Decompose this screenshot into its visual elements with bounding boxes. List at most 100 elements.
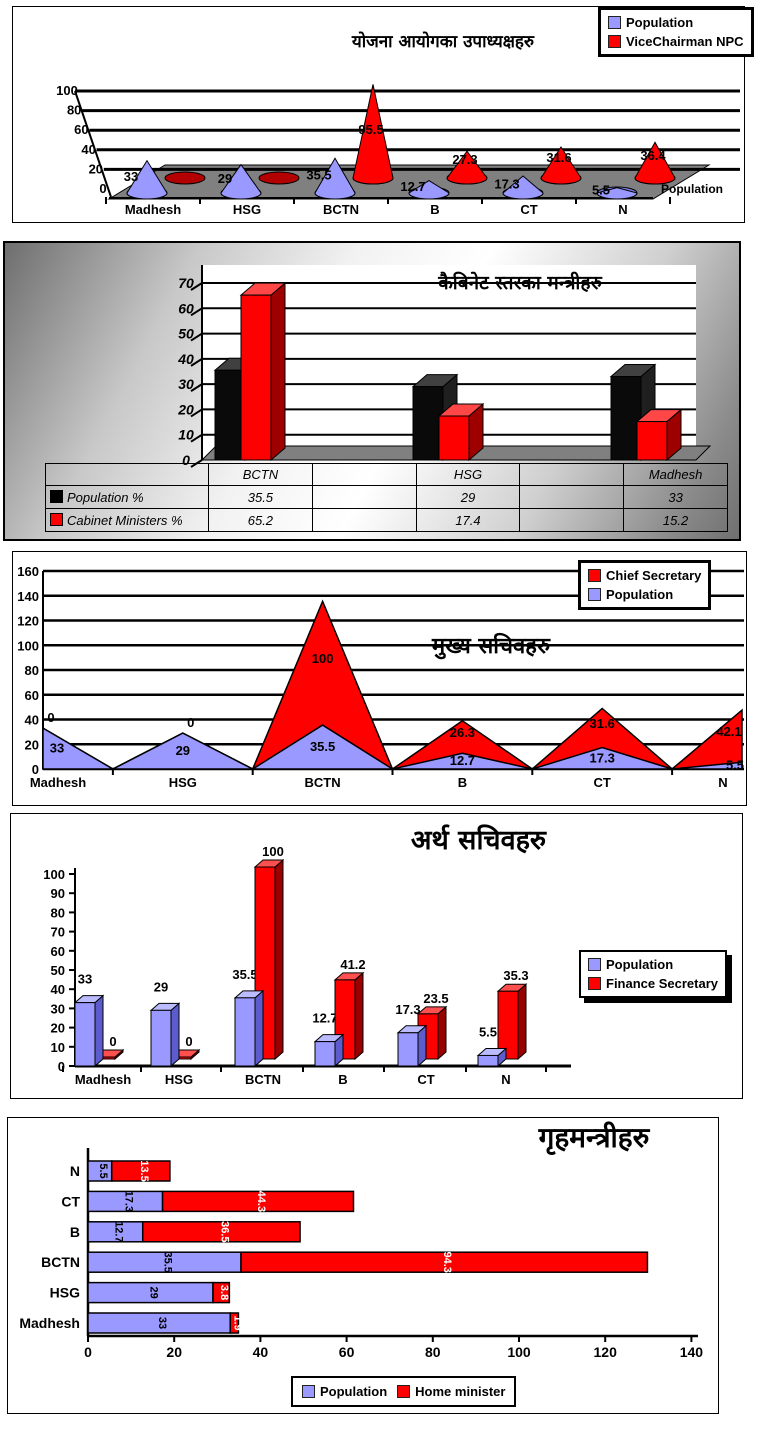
svg-text:41.2: 41.2 [340,957,365,972]
svg-text:31.6: 31.6 [546,150,571,165]
legend-key [50,489,63,503]
chart-chief-secretary: Madhesh HSG BCTN B CT N 0 20 40 60 80 100 120 140 160 3… [12,551,747,806]
svg-text:140: 140 [17,589,39,604]
svg-text:13.5: 13.5 [138,1160,150,1181]
svg-text:5.5: 5.5 [97,1163,109,1178]
y-axis-labels: 0 20 40 60 80 100 120 140 160 [17,564,39,777]
svg-text:33: 33 [50,741,64,756]
svg-text:20: 20 [166,1344,182,1360]
svg-text:12.7: 12.7 [312,1011,337,1026]
legend-item: Population [588,585,701,604]
chief-secretary-swatch [588,569,601,582]
chart-cabinet-ministers: 0 10 20 30 40 50 60 70 कैबिनेट स्तरका मन्त्रीहर… [3,241,741,541]
svg-text:HSG: HSG [165,1072,193,1087]
legend-label: Finance Secretary [606,976,719,991]
legend-item: ViceChairman NPC [608,32,744,51]
svg-text:33: 33 [78,972,92,987]
table-value-cell [519,485,625,509]
svg-text:40: 40 [51,982,65,997]
svg-text:60: 60 [51,944,65,959]
svg-text:80: 80 [67,103,81,118]
svg-text:100: 100 [262,844,284,859]
svg-text:Population: Population [661,182,723,196]
category-axis: Madhesh HSG BCTN B CT N [30,769,728,790]
svg-text:33: 33 [156,1317,168,1329]
legend-label: Home minister [415,1384,506,1399]
svg-text:N: N [70,1163,80,1179]
population-swatch [588,958,601,971]
svg-text:29: 29 [218,171,232,186]
svg-text:CT: CT [520,202,537,217]
svg-text:35.5: 35.5 [232,967,257,982]
legend-label: Population [626,15,694,30]
svg-text:B: B [70,1224,80,1240]
legend-label: ViceChairman NPC [626,34,744,49]
population-swatch [608,16,621,29]
svg-text:N: N [618,202,627,217]
svg-text:0: 0 [32,762,39,777]
y-axis-labels: 0 10 20 30 40 50 60 70 80 90 100 [43,867,75,1074]
vicechairman-cones [164,84,676,185]
table-value-cell: 15.2 [623,508,728,532]
svg-text:17.3: 17.3 [494,177,519,192]
cabinet-data-table: BCTN HSG Madhesh Population % 35.5 29 33 Cabine… [45,463,728,532]
svg-text:94.3: 94.3 [441,1251,453,1272]
svg-text:40: 40 [25,713,39,728]
svg-text:0: 0 [58,1059,65,1074]
svg-text:60: 60 [74,122,88,137]
svg-text:36.5: 36.5 [218,1221,230,1242]
svg-text:20: 20 [51,1021,65,1036]
legend-item: Finance Secretary [588,974,718,993]
svg-text:BCTN: BCTN [323,202,359,217]
table-category-cell: BCTN [208,463,313,486]
svg-text:80: 80 [51,905,65,920]
svg-text:26.3: 26.3 [450,725,475,740]
svg-text:27.3: 27.3 [452,152,477,167]
table-value-cell: 17.4 [415,508,521,532]
table-category-cell [519,463,625,486]
svg-text:HSG: HSG [169,775,197,790]
svg-text:N: N [718,775,727,790]
svg-text:Madhesh: Madhesh [19,1315,80,1331]
svg-text:5.5: 5.5 [726,758,744,773]
legend-item: Population [302,1382,387,1401]
data-labels: 33 29 35.5 12.7 17.3 5.5 0 0 100 26.3 31.6 42.1 [47,651,744,772]
x-axis-labels: 0 20 40 60 80 100 120 140 [84,1336,703,1360]
svg-text:100: 100 [17,638,39,653]
svg-text:20: 20 [89,161,103,176]
svg-text:120: 120 [17,614,39,629]
svg-text:42.1: 42.1 [716,724,741,739]
cabinet-plot: 0 10 20 30 40 50 60 70 [177,265,712,468]
svg-text:5.5: 5.5 [479,1024,497,1039]
svg-text:120: 120 [594,1344,618,1360]
svg-text:60: 60 [339,1344,355,1360]
chart-title: मुख्य सचिवहरु [431,634,551,659]
series-axis-label: Population [661,182,723,196]
svg-text:100: 100 [507,1344,531,1360]
table-category-cell [311,463,417,486]
svg-text:35.5: 35.5 [310,739,335,754]
finance-secretary-swatch [588,977,601,990]
svg-text:20: 20 [25,737,39,752]
svg-text:0: 0 [99,181,106,196]
svg-text:0: 0 [109,1034,116,1049]
chart-finance-secretary: 0 10 20 30 40 50 60 70 80 90 100 Madhesh HSG BCTN B CT N… [10,813,743,1099]
svg-text:29: 29 [147,1286,159,1298]
svg-text:CT: CT [417,1072,434,1087]
svg-text:CT: CT [61,1193,80,1209]
legend: Population Finance Secretary [579,950,728,998]
chart-vicechairman-npc: 0 20 40 60 80 100 Madhesh HSG BCTN B CT N 33 29 35.5 12… [12,6,754,223]
svg-text:30: 30 [178,376,194,392]
legend-label: Population [606,957,674,972]
legend-item: Population [588,955,718,974]
svg-text:60: 60 [25,688,39,703]
svg-text:50: 50 [178,326,194,342]
svg-text:12.7: 12.7 [400,179,425,194]
chart-title: अर्थ सचिवहरु [410,825,547,856]
svg-text:0: 0 [187,715,194,730]
svg-text:35.3: 35.3 [503,968,528,983]
chart-home-minister: 0 20 40 60 80 100 120 140 Madhesh HSG BCTN B CT N 33 1.… [7,1117,719,1414]
